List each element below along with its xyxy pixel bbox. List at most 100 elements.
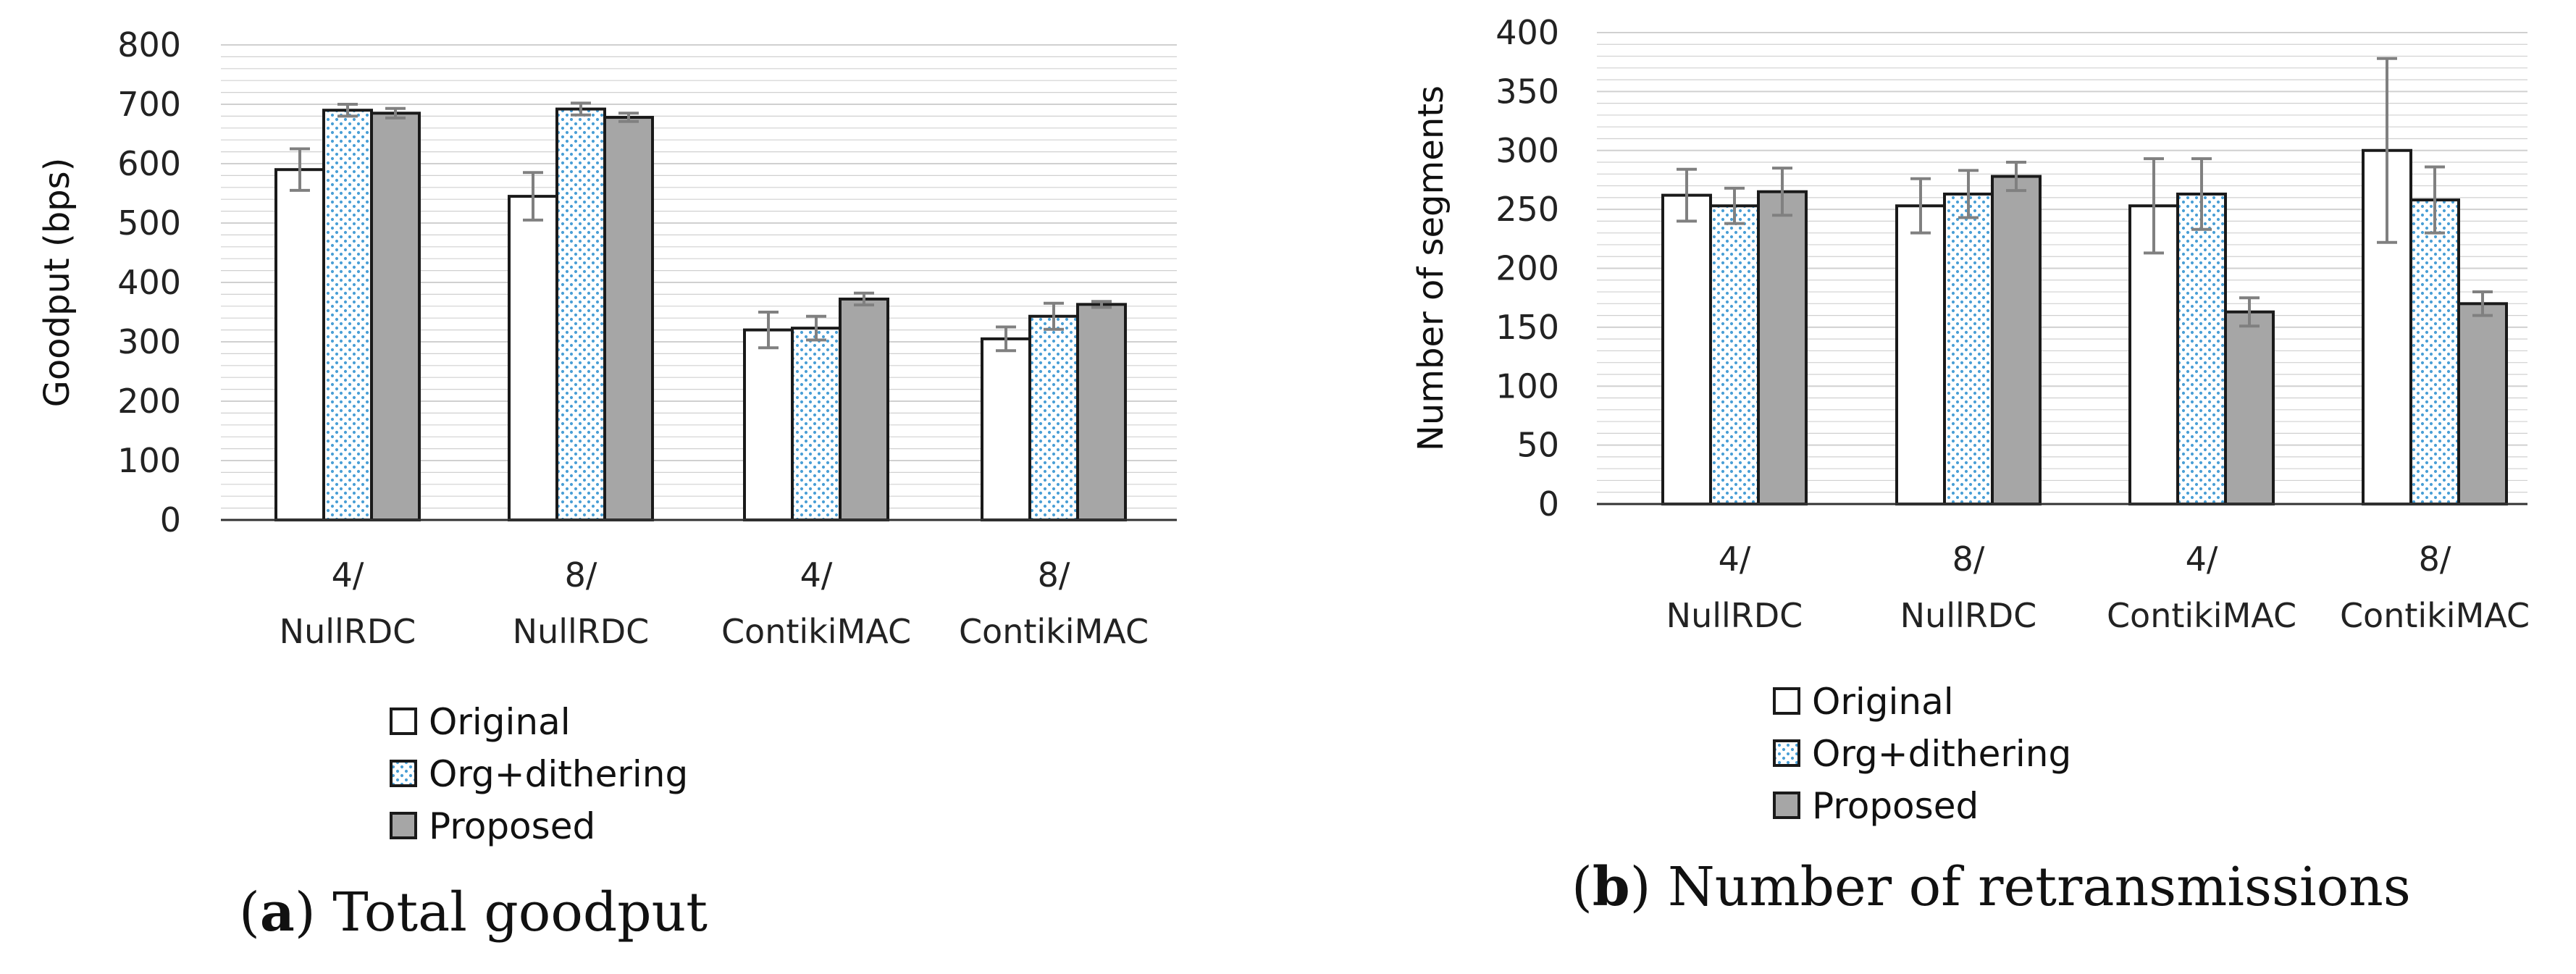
bar-proposed (603, 116, 654, 522)
error-bar-original (758, 311, 779, 350)
goodput-chart-panel: 0 100 200 300 400 500 600 700 800 4/ Nul… (37, 25, 1177, 944)
y-tick-label: 500 (117, 203, 181, 243)
error-bar-original (523, 171, 543, 222)
y-tick-label: 600 (117, 144, 181, 183)
error-bar-org-dithering (2191, 157, 2212, 231)
error-bar-proposed (1091, 300, 1112, 309)
y-tick-label: 0 (1538, 484, 1559, 524)
caption-letter: b (1593, 856, 1630, 918)
x-tick-label-top: 4/ (1719, 540, 1751, 579)
retransmissions-legend: Original Org+dithering Proposed (1773, 681, 2071, 827)
y-tick-label: 400 (117, 263, 181, 302)
bar-org-dithering (1028, 314, 1079, 521)
retransmissions-x-tick-labels: 4/ NullRDC 8/ NullRDC 4/ ContikiMAC 8/ C… (1666, 540, 2530, 635)
bar-org-dithering (1943, 192, 1994, 505)
error-bar-original (1910, 177, 1931, 235)
y-tick-label: 300 (117, 322, 181, 361)
x-tick-label-top: 8/ (1038, 555, 1070, 595)
x-tick-label-bottom: NullRDC (1900, 596, 2037, 635)
legend-label-original: Original (429, 701, 571, 743)
y-tick-label: 200 (117, 382, 181, 421)
legend-label-original: Original (1812, 681, 1954, 723)
x-tick-label-bottom: ContikiMAC (2107, 596, 2296, 635)
x-tick-label-bottom: NullRDC (1666, 596, 1803, 635)
error-bar-proposed (1772, 167, 1792, 217)
goodput-caption: (a) Total goodput (239, 881, 708, 944)
error-bar-org-dithering (2425, 165, 2445, 235)
legend-label-proposed: Proposed (1812, 785, 1979, 827)
retransmissions-y-axis-label: Number of segments (1411, 85, 1451, 451)
x-tick-label-bottom: NullRDC (280, 612, 416, 651)
error-bar-proposed (385, 106, 406, 119)
bar-org-dithering (791, 327, 842, 521)
error-bar-original (2144, 157, 2164, 255)
legend-swatch-org-dithering (1773, 739, 1800, 767)
error-bar-org-dithering (337, 103, 358, 118)
error-bar-original (1677, 167, 1697, 223)
y-tick-label: 400 (1495, 13, 1559, 52)
goodput-legend: Original Org+dithering Proposed (390, 701, 688, 847)
legend-swatch-org-dithering (390, 760, 417, 787)
bar-original (508, 195, 558, 521)
legend-label-org-dithering: Org+dithering (429, 753, 688, 795)
bar-proposed (1757, 190, 1808, 505)
bar-org-dithering (322, 109, 373, 521)
y-tick-label: 200 (1495, 249, 1559, 288)
retransmissions-error-bars (1677, 56, 2493, 328)
error-bar-proposed (2472, 290, 2493, 317)
bar-proposed (839, 297, 889, 521)
error-bar-org-dithering (1958, 169, 1979, 219)
y-tick-label: 50 (1516, 426, 1559, 465)
error-bar-org-dithering (571, 101, 591, 117)
bar-proposed (2224, 310, 2275, 505)
y-tick-label: 100 (1495, 366, 1559, 406)
caption-letter: a (260, 881, 295, 944)
bar-original (743, 328, 794, 521)
retransmissions-chart-panel: 0 50 100 150 200 250 300 350 400 4/ Null… (1411, 13, 2530, 918)
error-bar-proposed (2006, 161, 2026, 193)
retransmissions-bars (1661, 148, 2508, 505)
bar-proposed (370, 112, 421, 522)
y-tick-label: 100 (117, 441, 181, 480)
x-tick-label-bottom: ContikiMAC (721, 612, 911, 651)
bar-original (1895, 204, 1946, 505)
bar-original (1661, 193, 1712, 505)
legend-swatch-proposed (1773, 792, 1800, 819)
retransmissions-y-tick-labels: 0 50 100 150 200 250 300 350 400 (1495, 13, 1559, 524)
bar-org-dithering (2176, 192, 2227, 505)
legend-swatch-original (390, 708, 417, 735)
legend-swatch-proposed (390, 812, 417, 839)
bar-original (981, 337, 1031, 521)
goodput-bars (274, 107, 1127, 522)
error-bar-original (2377, 56, 2397, 244)
x-tick-label-top: 8/ (1952, 540, 1985, 579)
legend-swatch-original (1773, 687, 1800, 715)
x-tick-label-top: 4/ (800, 555, 833, 595)
legend-label-proposed: Proposed (429, 805, 595, 847)
error-bar-original (996, 325, 1016, 353)
x-tick-label-top: 8/ (2419, 540, 2451, 579)
bar-proposed (1076, 303, 1127, 521)
goodput-y-axis-label: Goodput (bps) (37, 158, 77, 408)
error-bar-org-dithering (1724, 186, 1745, 225)
y-tick-label: 700 (117, 85, 181, 124)
legend-label-org-dithering: Org+dithering (1812, 733, 2071, 775)
y-tick-label: 0 (160, 500, 181, 540)
error-bar-proposed (2239, 296, 2260, 328)
error-bar-org-dithering (806, 314, 826, 342)
y-tick-label: 300 (1495, 131, 1559, 170)
x-tick-label-bottom: ContikiMAC (2340, 596, 2530, 635)
bar-proposed (1991, 175, 2042, 505)
y-tick-label: 350 (1495, 72, 1559, 111)
bar-proposed (2457, 302, 2508, 505)
x-tick-label-bottom: NullRDC (513, 612, 650, 651)
error-bar-original (290, 147, 310, 192)
error-bar-proposed (854, 291, 874, 307)
error-bar-proposed (618, 112, 639, 123)
error-bar-org-dithering (1044, 301, 1064, 331)
caption-text: Number of retransmissions (1651, 856, 2411, 918)
y-tick-label: 800 (117, 25, 181, 64)
bar-original (274, 168, 325, 521)
y-tick-label: 150 (1495, 308, 1559, 347)
